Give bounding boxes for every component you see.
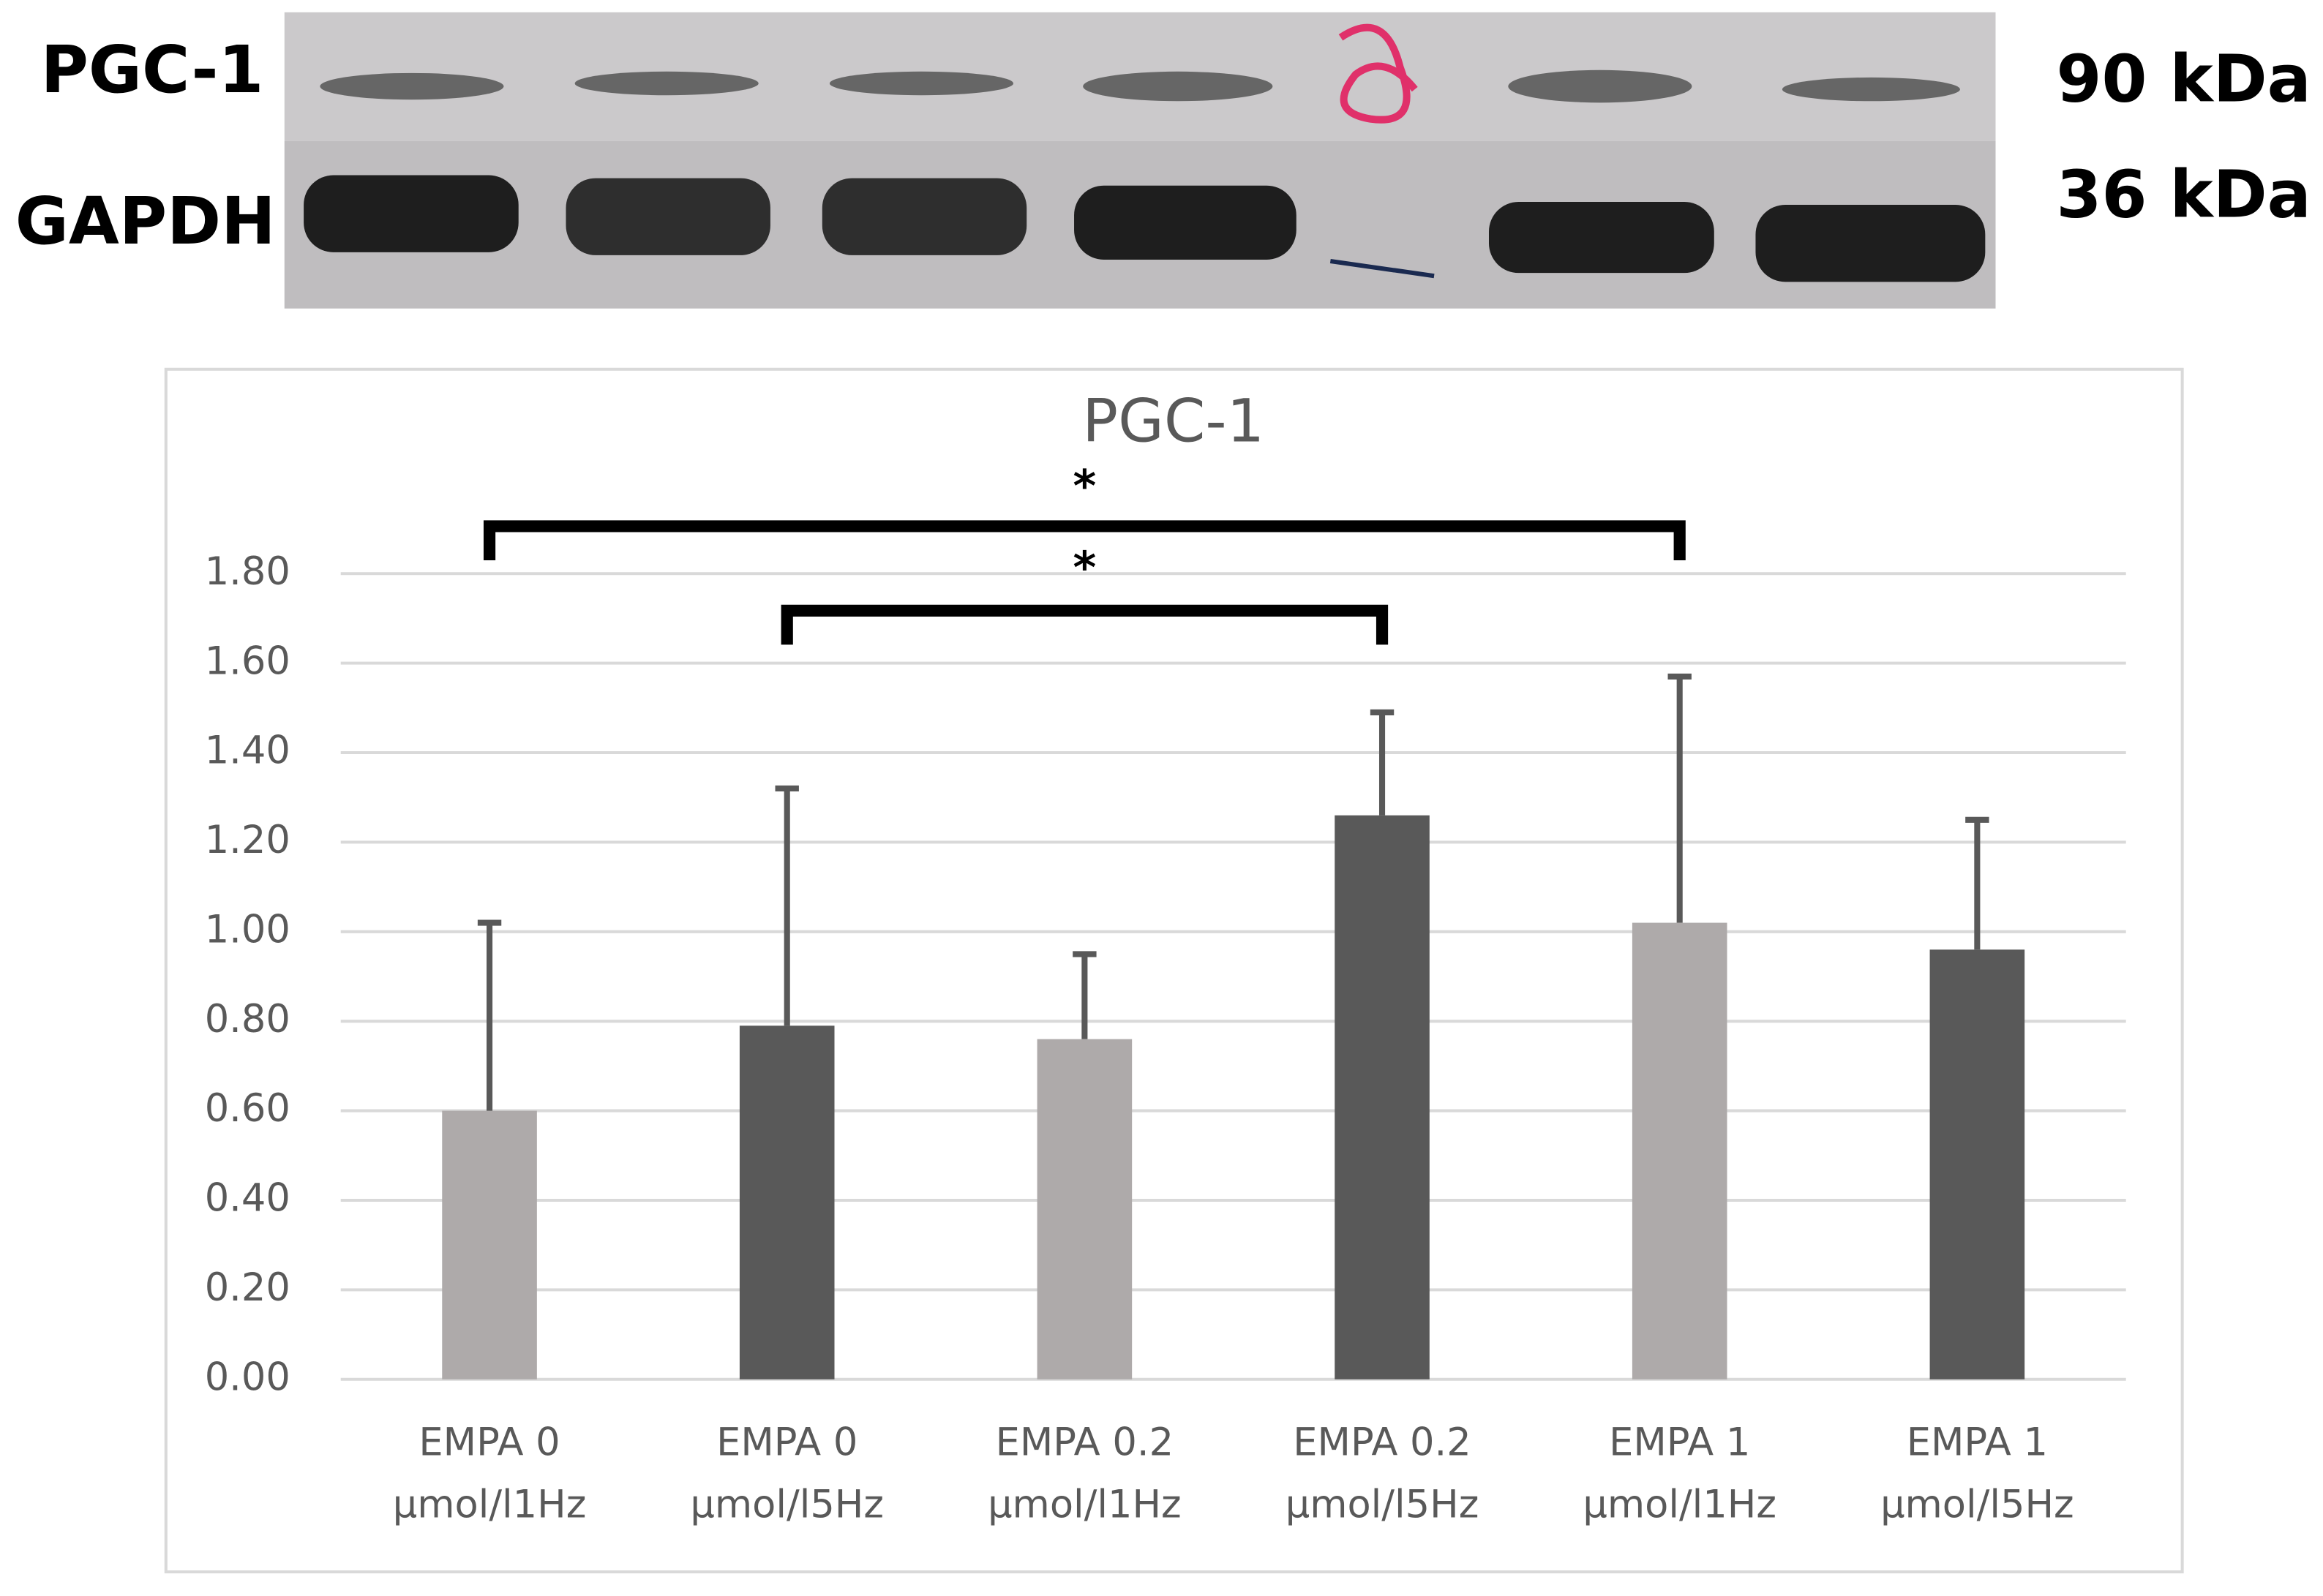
significance-bracket (781, 604, 1389, 645)
bar (1632, 922, 1727, 1379)
blot-size: 36 kDa (2057, 157, 2311, 233)
marker-ink (1329, 258, 1435, 279)
y-tick-label: 0.80 (205, 997, 290, 1042)
x-tick-label: EMPA 0.2 (1293, 1420, 1471, 1464)
y-tick-label: 1.00 (205, 907, 290, 952)
y-tick-label: 1.40 (205, 729, 290, 773)
x-tick-label: EMPA 1 (1907, 1420, 2048, 1464)
blot-label: GAPDH (15, 184, 276, 260)
error-bar (775, 785, 799, 1026)
x-tick-label: EMPA 0.2 (996, 1420, 1174, 1464)
x-tick-label: µmol/l5Hz (690, 1483, 884, 1527)
significance-star: * (1073, 543, 1096, 594)
bands-gapdh (304, 175, 1986, 282)
y-tick-label: 1.60 (205, 639, 290, 683)
bar (1335, 815, 1430, 1379)
y-tick-label: 0.20 (205, 1265, 290, 1310)
x-tick-label: µmol/l1Hz (1583, 1483, 1776, 1527)
y-tick-label: 1.80 (205, 549, 290, 594)
blot-size: 90 kDa (2057, 41, 2311, 117)
chart-frame (164, 367, 2184, 1574)
western-blot: PGC-1 GAPDH 90 kDa 36 kDa (15, 12, 2311, 309)
bar (442, 1110, 537, 1379)
blot-label: PGC-1 (41, 32, 264, 108)
x-tick-label: EMPA 0 (419, 1420, 560, 1464)
error-bar (1667, 673, 1692, 923)
bar (1037, 1039, 1133, 1379)
x-tick-label: EMPA 0 (716, 1420, 857, 1464)
y-tick-label: 0.40 (205, 1176, 290, 1221)
x-tick-label: µmol/l1Hz (393, 1483, 587, 1527)
y-tick-label: 0.00 (205, 1355, 290, 1399)
x-tick-label: µmol/l1Hz (988, 1483, 1182, 1527)
significance-star: * (1073, 461, 1096, 512)
error-bar (477, 919, 502, 1111)
error-bar (1073, 951, 1097, 1039)
x-tick-label: µmol/l5Hz (1880, 1483, 2074, 1527)
bands-pgc (320, 69, 1960, 103)
chart-title: PGC-1 (1082, 388, 1264, 456)
x-tick-label: EMPA 1 (1609, 1420, 1750, 1464)
marker-ink (1338, 23, 1418, 124)
bar (739, 1025, 835, 1379)
y-tick-label: 1.20 (205, 818, 290, 862)
error-bar (1370, 709, 1395, 816)
x-tick-label: µmol/l5Hz (1286, 1483, 1479, 1527)
y-tick-label: 0.60 (205, 1086, 290, 1131)
error-bar (1965, 816, 1989, 950)
significance-bracket (483, 520, 1686, 561)
bar (1929, 949, 2025, 1379)
